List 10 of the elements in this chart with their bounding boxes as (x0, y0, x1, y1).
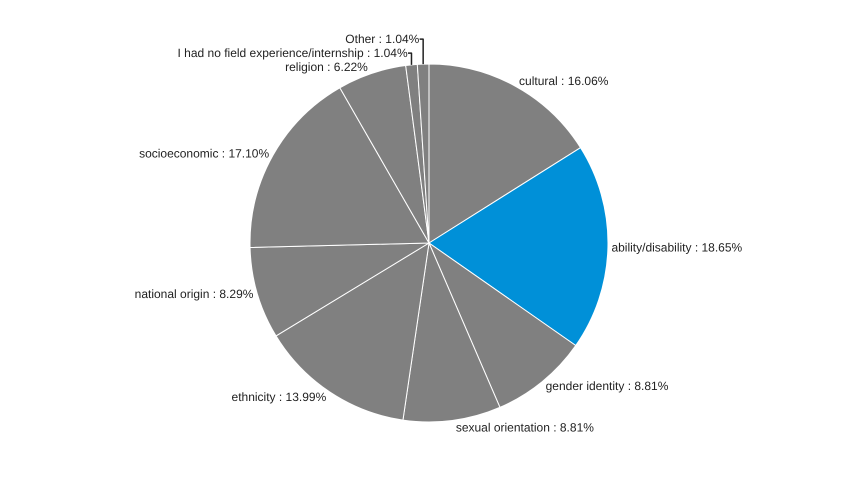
slice-label: religion : 6.22% (285, 60, 368, 74)
slice-label: socioeconomic : 17.10% (139, 146, 270, 161)
slice-label: I had no field experience/internship : 1.04% (178, 46, 408, 60)
slice-label: cultural : 16.06% (519, 74, 609, 88)
slice-label: Other : 1.04% (345, 32, 420, 46)
slice-label: sexual orientation : 8.81% (456, 420, 594, 434)
slice-label: gender identity : 8.81% (546, 378, 669, 393)
slice-label: ability/disability : 18.65% (611, 240, 743, 254)
slice-label: national origin : 8.29% (134, 286, 254, 301)
slice-label: ethnicity : 13.99% (232, 390, 327, 404)
